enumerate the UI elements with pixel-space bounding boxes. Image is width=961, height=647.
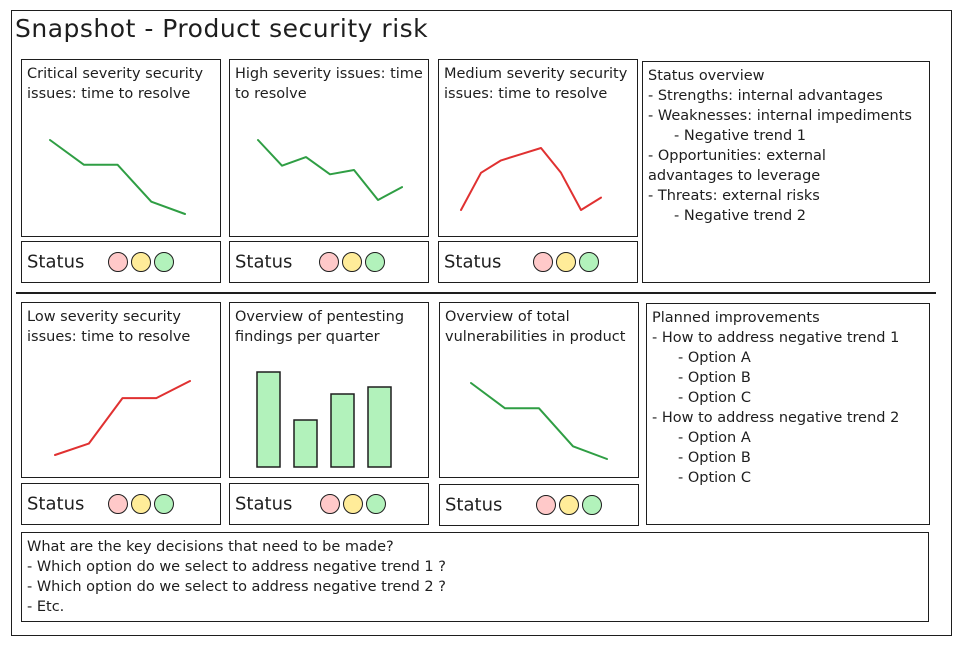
panel-title: Critical severity security issues: time …: [27, 66, 204, 102]
green-status-dot[interactable]: [365, 252, 385, 272]
panel-title: Overview of total vulnerabilities in pro…: [445, 309, 626, 345]
status-pentesting: Status: [229, 483, 429, 525]
bar: [367, 386, 392, 468]
yellow-status-dot[interactable]: [343, 494, 363, 514]
panel-medium: Medium severity security issues: time to…: [438, 59, 638, 237]
list-item: - Strengths: internal advantages: [648, 88, 883, 104]
green-status-dot[interactable]: [154, 494, 174, 514]
trend-line: [460, 147, 602, 211]
red-status-dot[interactable]: [536, 495, 556, 515]
traffic-lights: [108, 494, 174, 514]
status-label: Status: [444, 251, 502, 273]
planned-improvements-panel: Planned improvements - How to address ne…: [646, 303, 930, 525]
status-high: Status: [229, 241, 429, 283]
list-item: - How to address negative trend 2: [652, 410, 900, 426]
planned-improvements-heading: Planned improvements: [652, 310, 820, 326]
yellow-status-dot[interactable]: [559, 495, 579, 515]
traffic-lights: [320, 494, 386, 514]
status-medium: Status: [438, 241, 638, 283]
chart-total-vulnerabilities: [470, 382, 608, 460]
trend-line: [54, 380, 191, 456]
panel-total-vulnerabilities: Overview of total vulnerabilities in pro…: [439, 302, 639, 478]
panel-high: High severity issues: time to resolve: [229, 59, 429, 237]
traffic-lights: [319, 252, 385, 272]
green-status-dot[interactable]: [366, 494, 386, 514]
chart-high: [257, 139, 403, 201]
board-frame: [11, 10, 952, 636]
trend-line: [257, 139, 403, 201]
chart-low: [54, 380, 191, 456]
status-total-vulnerabilities: Status: [439, 484, 639, 526]
chart-pentesting: [256, 371, 392, 468]
status-overview-panel: Status overview - Strengths: internal ad…: [642, 61, 930, 283]
status-label: Status: [27, 251, 85, 273]
bar: [330, 393, 355, 468]
decisions-panel: What are the key decisions that need to …: [21, 532, 929, 622]
list-item: - Which option do we select to address n…: [27, 559, 446, 575]
list-item: - How to address negative trend 1: [652, 330, 900, 346]
green-status-dot[interactable]: [154, 252, 174, 272]
chart-medium: [460, 147, 602, 211]
panel-title: Medium severity security issues: time to…: [444, 66, 628, 102]
section-divider: [16, 292, 936, 294]
panel-low: Low severity security issues: time to re…: [21, 302, 221, 478]
list-item: - Negative trend 2: [674, 208, 807, 224]
list-item: - Etc.: [27, 599, 65, 615]
list-item: - Option A: [678, 430, 751, 446]
panel-critical: Critical severity security issues: time …: [21, 59, 221, 237]
status-label: Status: [445, 494, 503, 516]
red-status-dot[interactable]: [108, 252, 128, 272]
list-item: - Option B: [678, 450, 751, 466]
red-status-dot[interactable]: [319, 252, 339, 272]
panel-title: High severity issues: time to resolve: [235, 66, 423, 102]
bar: [256, 371, 281, 468]
list-item: - Option C: [678, 390, 751, 406]
list-item: - Weaknesses: internal impediments: [648, 108, 912, 124]
green-status-dot[interactable]: [579, 252, 599, 272]
yellow-status-dot[interactable]: [342, 252, 362, 272]
yellow-status-dot[interactable]: [131, 252, 151, 272]
panel-title: Overview of pentesting findings per quar…: [235, 309, 405, 345]
list-item: - Option C: [678, 470, 751, 486]
list-item: - Option B: [678, 370, 751, 386]
status-overview-heading: Status overview: [648, 68, 765, 84]
list-item: - Negative trend 1: [674, 128, 807, 144]
red-status-dot[interactable]: [108, 494, 128, 514]
status-label: Status: [27, 493, 85, 515]
panel-pentesting: Overview of pentesting findings per quar…: [229, 302, 429, 478]
green-status-dot[interactable]: [582, 495, 602, 515]
page-title: Snapshot - Product security risk: [15, 14, 429, 43]
yellow-status-dot[interactable]: [131, 494, 151, 514]
yellow-status-dot[interactable]: [556, 252, 576, 272]
list-item: - Option A: [678, 350, 751, 366]
list-item: advantages to leverage: [648, 168, 821, 184]
trend-line: [470, 382, 608, 460]
panel-title: Low severity security issues: time to re…: [27, 309, 191, 345]
red-status-dot[interactable]: [320, 494, 340, 514]
decisions-heading: What are the key decisions that need to …: [27, 539, 394, 555]
chart-critical: [49, 139, 186, 215]
red-status-dot[interactable]: [533, 252, 553, 272]
list-item: - Threats: external risks: [648, 188, 820, 204]
status-critical: Status: [21, 241, 221, 283]
list-item: - Opportunities: external: [648, 148, 826, 164]
traffic-lights: [108, 252, 174, 272]
traffic-lights: [533, 252, 599, 272]
traffic-lights: [536, 495, 602, 515]
status-label: Status: [235, 251, 293, 273]
trend-line: [49, 139, 186, 215]
bar: [293, 419, 318, 468]
list-item: - Which option do we select to address n…: [27, 579, 446, 595]
status-label: Status: [235, 493, 293, 515]
status-low: Status: [21, 483, 221, 525]
